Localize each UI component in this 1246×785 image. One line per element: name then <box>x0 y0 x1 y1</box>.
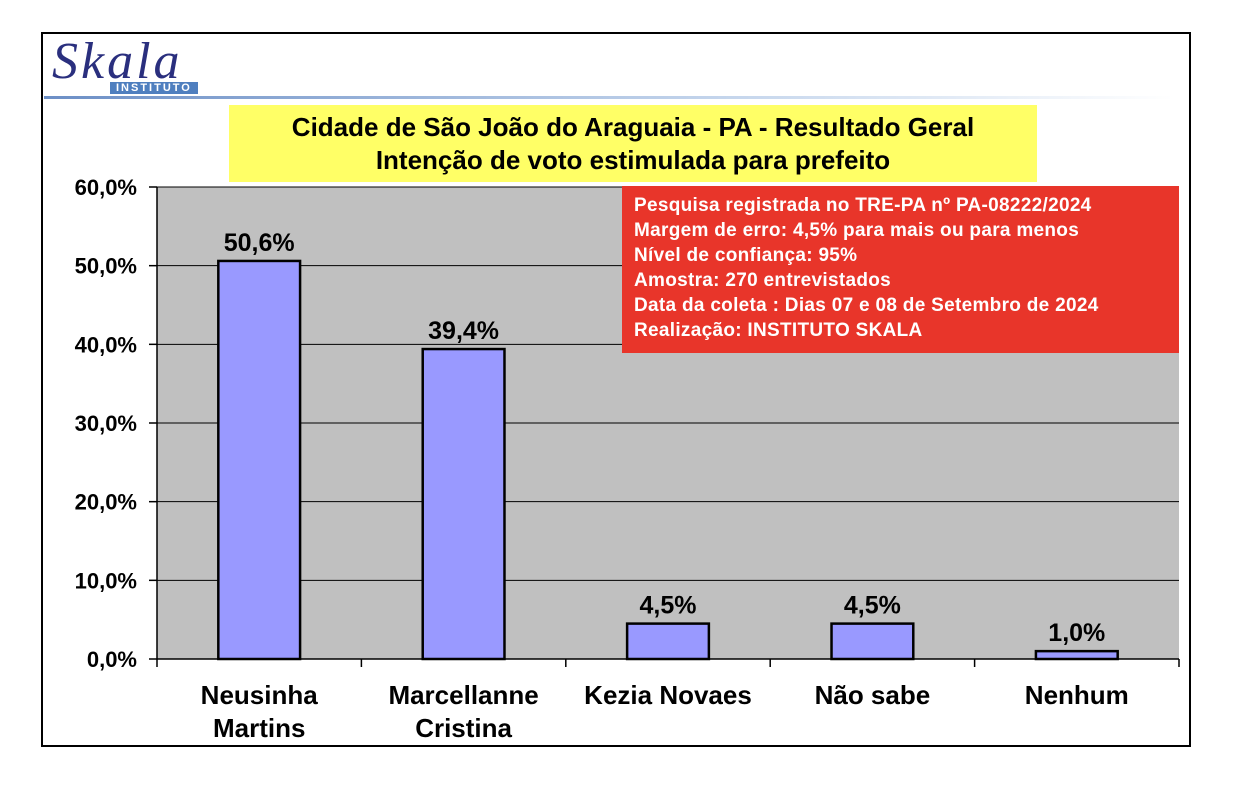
y-tick-label: 60,0% <box>75 175 137 200</box>
x-category-label-line: Nenhum <box>1025 680 1129 710</box>
x-category-label: Neusinha Martins <box>201 680 319 743</box>
logo-subtitle: INSTITUTO <box>110 82 198 94</box>
x-category-label: Não sabe <box>815 680 931 710</box>
x-category-label-line: Kezia Novaes <box>584 680 752 710</box>
info-conducted-by: Realização: INSTITUTO SKALA <box>634 320 923 341</box>
info-registration: Pesquisa registrada no TRE-PA nº PA-0822… <box>634 195 1092 216</box>
x-category-label: Kezia Novaes <box>584 680 752 710</box>
y-tick-label: 40,0% <box>75 332 137 357</box>
x-category-label-line: Não sabe <box>815 680 931 710</box>
skala-logo: Skala INSTITUTO <box>52 33 242 102</box>
data-label: 39,4% <box>428 317 499 345</box>
x-category-label: Marcellanne Cristina <box>388 680 538 743</box>
data-label: 50,6% <box>224 229 295 257</box>
y-tick-label: 30,0% <box>75 411 137 436</box>
bar <box>421 347 506 661</box>
bar <box>830 622 915 661</box>
y-tick-label: 20,0% <box>75 490 137 515</box>
bar <box>1034 649 1119 661</box>
x-category-label-line: Cristina <box>415 713 512 743</box>
y-tick-label: 0,0% <box>87 647 137 672</box>
info-margin-of-error: Margem de erro: 4,5% para mais ou para m… <box>634 220 1080 241</box>
bar <box>625 622 711 661</box>
chart-title-line-1: Cidade de São João do Araguaia - PA - Re… <box>291 112 975 142</box>
bar <box>217 259 302 661</box>
info-confidence: Nível de confiança: 95% <box>634 245 858 266</box>
survey-info-box: Pesquisa registrada no TRE-PA nº PA-0822… <box>622 186 1179 353</box>
data-label: 4,5% <box>844 592 901 620</box>
data-label: 1,0% <box>1048 619 1105 647</box>
info-collection-date: Data da coleta : Dias 07 e 08 de Setembr… <box>634 295 1099 316</box>
y-tick-label: 50,0% <box>75 254 137 279</box>
logo-underline <box>44 96 1174 99</box>
x-category-label-line: Martins <box>213 713 305 743</box>
x-category-label: Nenhum <box>1025 680 1129 710</box>
chart-title-line-2: Intenção de voto estimulada para prefeit… <box>375 145 891 175</box>
chart-title: Cidade de São João do Araguaia - PA - Re… <box>229 105 1037 182</box>
data-label: 4,5% <box>640 592 697 620</box>
info-sample: Amostra: 270 entrevistados <box>634 270 892 291</box>
x-category-label-line: Neusinha <box>201 680 319 710</box>
y-tick-label: 10,0% <box>75 568 137 593</box>
x-category-label-line: Marcellanne <box>388 680 538 710</box>
logo-wordmark: Skala <box>52 33 183 90</box>
